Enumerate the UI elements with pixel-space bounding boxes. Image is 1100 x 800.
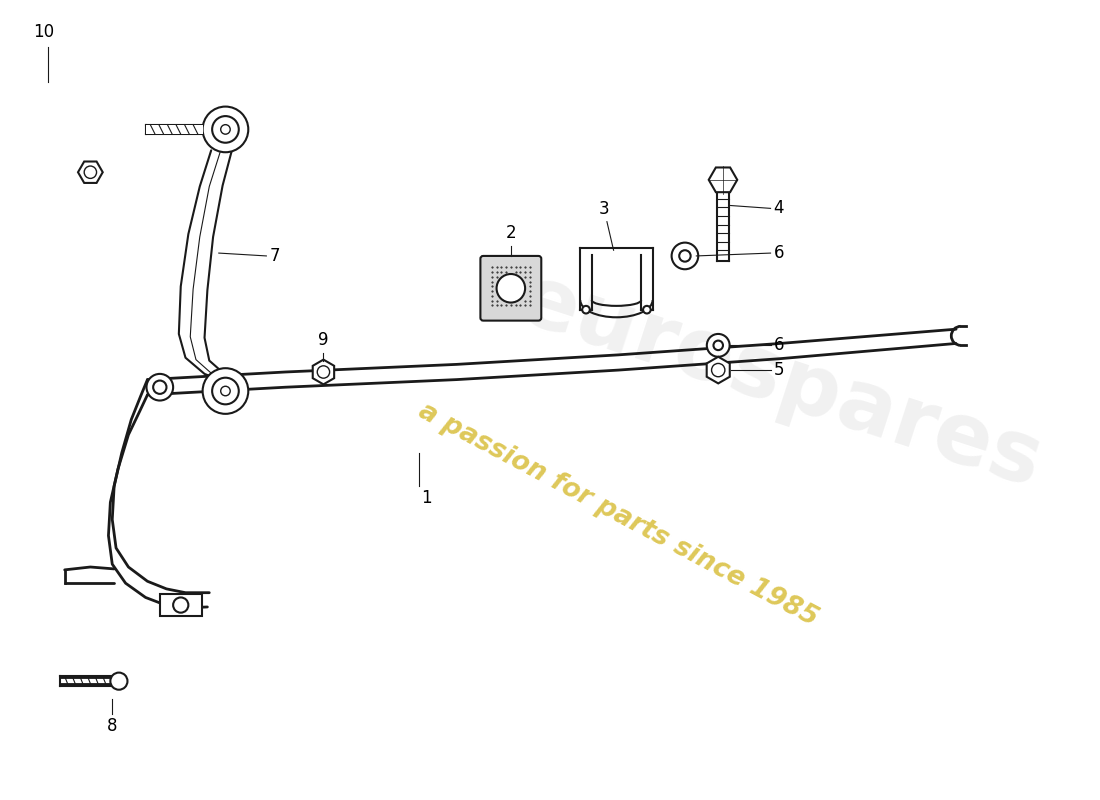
Polygon shape: [78, 162, 102, 183]
Polygon shape: [708, 167, 737, 192]
Text: 10: 10: [33, 23, 54, 41]
Polygon shape: [706, 357, 729, 383]
Text: 4: 4: [773, 199, 784, 218]
Text: 2: 2: [506, 224, 516, 242]
Text: 1: 1: [421, 489, 432, 507]
Circle shape: [202, 368, 249, 414]
Circle shape: [707, 334, 729, 357]
Circle shape: [146, 374, 173, 401]
Text: 3: 3: [598, 200, 609, 218]
Text: 8: 8: [107, 718, 118, 735]
Bar: [160, 594, 201, 617]
Circle shape: [173, 598, 188, 613]
Text: 5: 5: [773, 361, 784, 379]
Circle shape: [496, 274, 525, 302]
FancyBboxPatch shape: [481, 256, 541, 321]
Circle shape: [582, 306, 590, 314]
Text: 6: 6: [773, 244, 784, 262]
Polygon shape: [312, 360, 334, 384]
Text: eurospares: eurospares: [508, 258, 1052, 505]
Text: 6: 6: [773, 336, 784, 354]
Circle shape: [202, 106, 249, 152]
Circle shape: [672, 242, 698, 270]
Text: 9: 9: [318, 331, 329, 349]
Bar: [145, 125, 202, 134]
Circle shape: [644, 306, 651, 314]
Text: 7: 7: [270, 247, 279, 265]
Circle shape: [110, 673, 128, 690]
Text: a passion for parts since 1985: a passion for parts since 1985: [415, 398, 823, 631]
